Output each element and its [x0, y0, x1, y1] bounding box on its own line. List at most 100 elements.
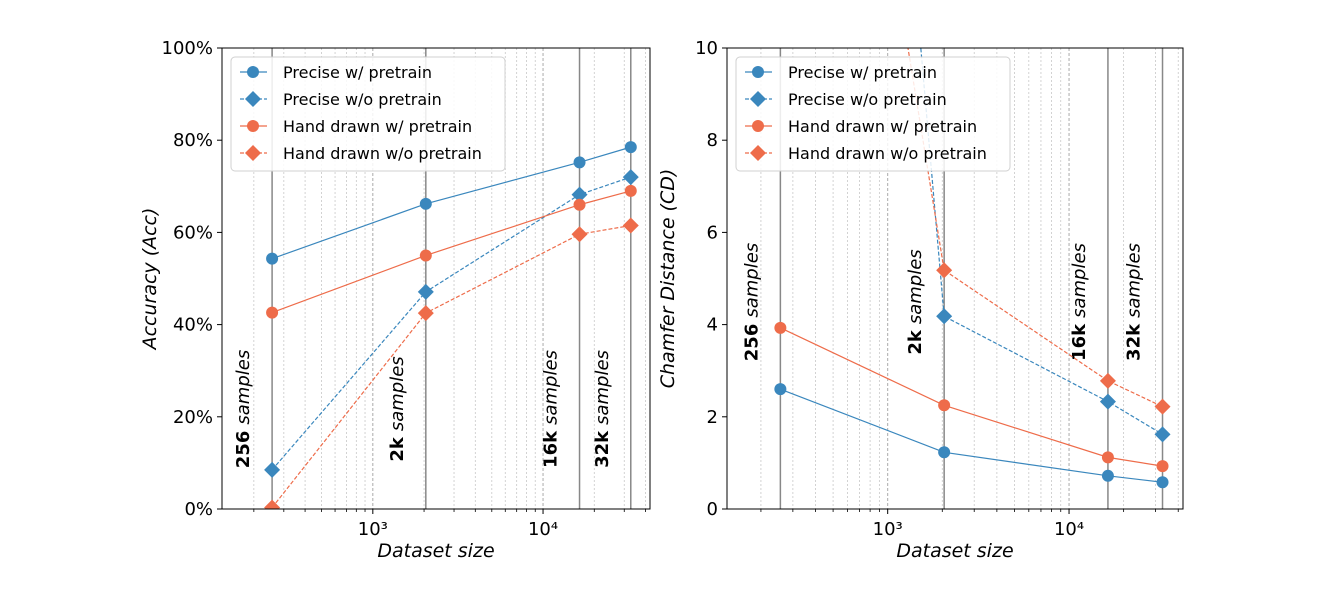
- marker: [1156, 460, 1169, 473]
- y-tick-label: 0: [707, 499, 718, 520]
- marker: [1101, 451, 1114, 464]
- annotation: 2k samples: [387, 356, 408, 461]
- annotation-text: samples: [1124, 243, 1145, 318]
- marker: [1154, 426, 1171, 443]
- series-line: [271, 146, 631, 260]
- annotation-text: samples: [541, 350, 562, 425]
- annotation-bold: 32k: [1124, 323, 1145, 361]
- legend-label: Hand drawn w/ pretrain: [283, 117, 472, 136]
- series-line: [271, 176, 631, 471]
- annotation-bold: 16k: [1069, 323, 1090, 361]
- axes-frame: [221, 47, 651, 510]
- annotation: 32k samples: [1124, 243, 1145, 361]
- annotation-text: samples: [592, 350, 613, 425]
- annotation: 16k samples: [1069, 243, 1090, 361]
- x-axis-label: Dataset size: [896, 540, 1013, 562]
- y-tick-label: 0%: [184, 499, 213, 520]
- marker: [774, 321, 787, 334]
- axes: 10³ 10⁴ 0 2 4 6 8 10 256 samples 2k samples 16k sampl…: [657, 38, 1184, 562]
- legend: Precise w/ pretrain Precise w/o pretrain H…: [735, 56, 1011, 172]
- legend-marker: [750, 91, 766, 107]
- annotation: 256 samples: [741, 243, 762, 361]
- legend-label: Precise w/ pretrain: [788, 63, 937, 82]
- series-line: [780, 388, 1163, 483]
- annotation: 32k samples: [592, 350, 613, 468]
- y-tick-label: 2: [707, 407, 718, 428]
- marker: [938, 446, 951, 459]
- x-tick-label: 10⁴: [528, 519, 558, 540]
- marker: [573, 198, 586, 211]
- legend-box: [735, 56, 1011, 172]
- annotation-text: samples: [905, 249, 926, 324]
- marker: [1156, 476, 1169, 489]
- y-axis-label: Accuracy (Acc): [139, 208, 161, 352]
- annotation: 256 samples: [233, 350, 254, 468]
- annotation-text: samples: [1069, 243, 1090, 318]
- marker: [417, 283, 434, 300]
- marker: [264, 499, 281, 509]
- marker: [622, 217, 639, 234]
- y-tick-label: 8: [707, 130, 718, 151]
- annotation-bold: 256: [233, 431, 254, 469]
- axes-frame: [726, 47, 1184, 510]
- data-area: [774, 48, 1171, 489]
- series-line: [271, 224, 631, 508]
- y-tick-label: 6: [707, 222, 718, 243]
- series-line: [271, 190, 631, 314]
- legend-marker: [247, 120, 259, 132]
- marker: [419, 249, 432, 262]
- annotation-text: samples: [387, 356, 408, 431]
- marker: [1101, 469, 1114, 482]
- marker: [624, 184, 637, 197]
- marker: [266, 252, 279, 265]
- x-axis-label: Dataset size: [377, 540, 494, 562]
- y-tick-label: 10: [695, 38, 718, 59]
- legend-box: [230, 56, 506, 172]
- x-tick-label: 10³: [358, 519, 388, 540]
- legend-label: Precise w/o pretrain: [788, 90, 947, 109]
- marker: [936, 308, 953, 325]
- legend-label: Precise w/ pretrain: [283, 63, 432, 82]
- y-axis-label: Chamfer Distance (CD): [657, 169, 679, 389]
- annotation-bold: 32k: [592, 430, 613, 468]
- marker: [419, 197, 432, 210]
- marker: [774, 383, 787, 396]
- legend-label: Hand drawn w/o pretrain: [788, 144, 987, 163]
- marker: [1099, 393, 1116, 410]
- marker: [264, 461, 281, 478]
- axes: 10³ 10⁴ 0% 20% 40% 60% 80% 100% 256 samples 2k samp…: [139, 38, 651, 562]
- annotation: 16k samples: [541, 350, 562, 468]
- marker: [1099, 372, 1116, 389]
- legend-marker: [752, 120, 764, 132]
- series-line: [907, 48, 1163, 408]
- legend-label: Hand drawn w/o pretrain: [283, 144, 482, 163]
- marker: [622, 169, 639, 186]
- marker: [571, 186, 588, 203]
- legend-label: Hand drawn w/ pretrain: [788, 117, 977, 136]
- data-area: [264, 141, 639, 509]
- y-tick-label: 20%: [173, 407, 213, 428]
- annotation: 2k samples: [905, 249, 926, 354]
- series-line: [780, 327, 1163, 467]
- marker: [938, 399, 951, 412]
- legend: Precise w/ pretrain Precise w/o pretrain H…: [230, 56, 506, 172]
- x-tick-label: 10³: [873, 519, 903, 540]
- legend-marker: [245, 91, 261, 107]
- legend-label: Precise w/o pretrain: [283, 90, 442, 109]
- legend-marker: [752, 66, 764, 78]
- legend-marker: [245, 145, 261, 161]
- annotation-bold: 16k: [541, 430, 562, 468]
- series-line: [920, 48, 1163, 435]
- marker: [936, 262, 953, 279]
- x-tick-label: 10⁴: [1054, 519, 1084, 540]
- marker: [624, 141, 637, 154]
- y-tick-label: 100%: [162, 38, 213, 59]
- marker: [1154, 398, 1171, 415]
- y-tick-label: 80%: [173, 130, 213, 151]
- y-tick-label: 4: [707, 315, 718, 336]
- annotation-bold: 2k: [905, 329, 926, 355]
- marker: [266, 306, 279, 319]
- annotation-text: samples: [233, 350, 254, 425]
